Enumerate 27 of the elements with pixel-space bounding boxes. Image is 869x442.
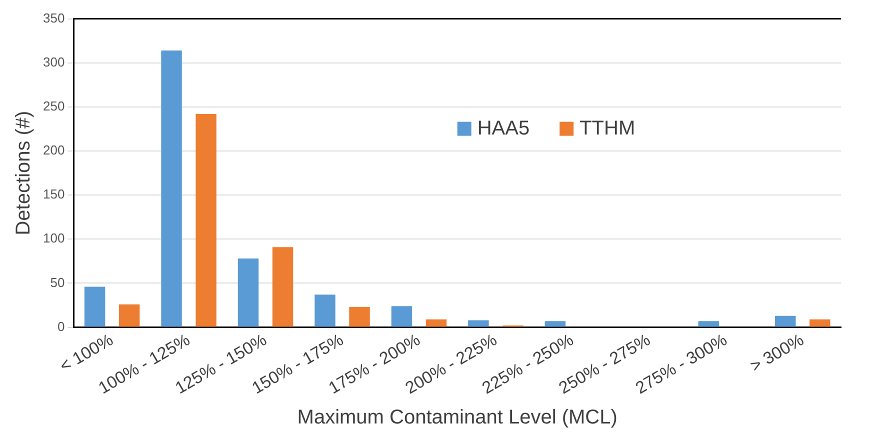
y-tick-label: 100 — [42, 230, 65, 246]
legend-label: HAA5 — [477, 117, 530, 140]
y-tick-label: 50 — [50, 274, 65, 290]
bar — [468, 320, 489, 327]
bar — [118, 304, 140, 327]
bar — [775, 316, 796, 327]
bar — [426, 319, 447, 327]
bar — [349, 307, 370, 327]
y-axis-title: Detections (#) — [12, 110, 35, 236]
y-tick-label: 250 — [42, 98, 65, 114]
y-tick-label: 300 — [42, 54, 65, 70]
bar — [391, 306, 412, 327]
bar — [196, 114, 216, 327]
bar — [810, 319, 830, 327]
bar — [161, 50, 182, 327]
y-tick-label: 0 — [57, 318, 65, 334]
legend-label: TTHM — [580, 117, 636, 140]
y-tick-label: 350 — [42, 10, 65, 26]
bar — [238, 258, 259, 327]
x-axis-title: Maximum Contaminant Level (MCL) — [297, 406, 618, 429]
y-tick-label: 150 — [42, 186, 65, 202]
y-tick-label: 200 — [42, 142, 65, 158]
bar — [544, 321, 566, 327]
bar — [84, 286, 106, 327]
bar — [272, 247, 294, 327]
bar — [698, 321, 719, 327]
bar — [314, 294, 336, 327]
